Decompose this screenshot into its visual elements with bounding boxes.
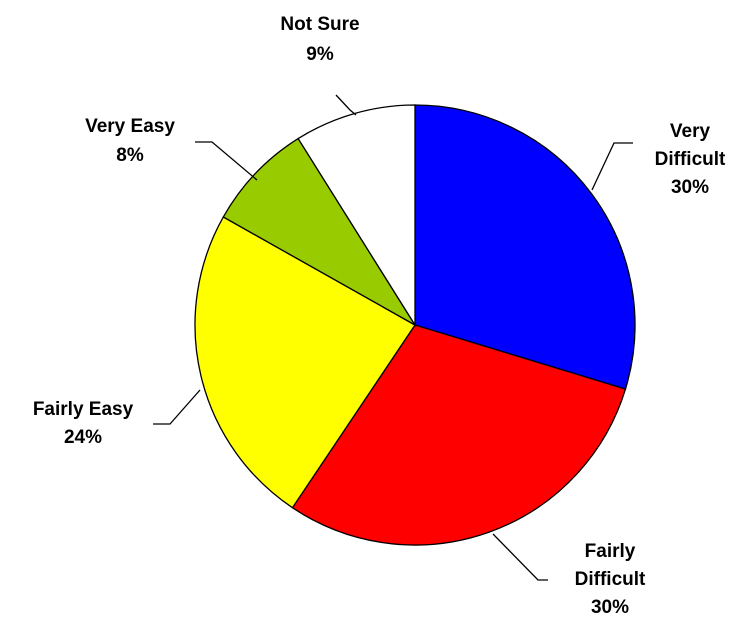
slice-label: Very Easy xyxy=(85,116,175,137)
slice-label: Fairly Difficult xyxy=(574,541,646,590)
leader-line xyxy=(153,389,201,425)
slice-value-label: 8% xyxy=(116,145,144,166)
pie-slice xyxy=(194,216,416,509)
leader-line xyxy=(195,141,258,181)
pie-slice xyxy=(291,324,627,546)
slice-label: Not Sure xyxy=(280,14,360,35)
pie-slice xyxy=(414,104,636,390)
leader-line xyxy=(335,94,357,116)
slice-value-label: 9% xyxy=(306,44,334,65)
slice-value-label: 24% xyxy=(63,427,103,448)
slice-value-label: 30% xyxy=(670,177,710,198)
slice-label: Very Difficult xyxy=(654,121,726,170)
leader-line xyxy=(492,533,548,581)
leader-line xyxy=(591,142,633,191)
slice-label: Fairly Easy xyxy=(32,399,134,420)
slice-value-label: 30% xyxy=(590,597,630,618)
pie-slice xyxy=(222,137,416,326)
